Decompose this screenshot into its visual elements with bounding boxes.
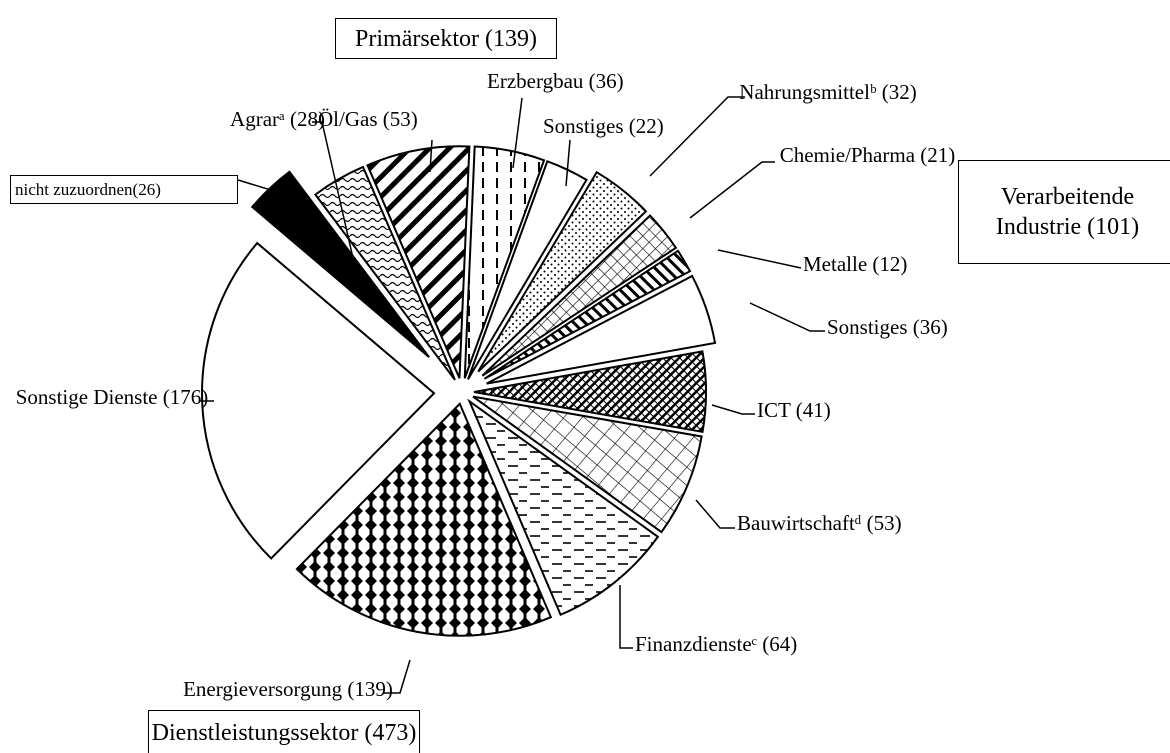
slice-label: Öl/Gas (53): [318, 104, 478, 135]
group-box: Primärsektor (139): [335, 18, 557, 59]
category-name: nicht zuzuordnen: [15, 179, 133, 199]
slice-label: nicht zuzuordnen (26): [10, 175, 238, 204]
leader-line: [312, 121, 359, 281]
slice-label: Sonstiges (36): [827, 312, 987, 343]
slice-label: Energieversorgung (139): [178, 674, 398, 705]
group-value: (139): [485, 25, 537, 52]
pie-slice: [483, 249, 692, 380]
pie-slice: [366, 145, 471, 379]
category-name: Sonstiges: [543, 114, 624, 138]
group-value: (473): [364, 720, 417, 746]
pie-slice: [313, 165, 456, 381]
category-name: Öl/Gas: [318, 107, 378, 131]
value-label: (53): [866, 511, 902, 535]
pie-slice: [472, 395, 703, 534]
group-box: Verarbeitende Industrie (101): [958, 160, 1170, 264]
leader-line: [619, 585, 633, 649]
leader-line: [717, 249, 802, 269]
value-label: (22): [628, 114, 664, 138]
group-name: Primärsektor: [355, 25, 479, 52]
leader-line: [565, 139, 571, 187]
pie-slice: [481, 214, 678, 377]
slice-label: Bauwirtschaftᵈ (53): [737, 508, 957, 539]
leader-line: [429, 139, 433, 173]
leader-line: [689, 161, 775, 219]
leader-line: [237, 179, 285, 195]
value-label: (36): [912, 315, 948, 339]
group-label: Verarbeitende Industrie (101): [967, 182, 1168, 242]
group-label: Dienstleistungssektor (473): [152, 718, 417, 748]
value-label: (53): [382, 107, 418, 131]
pie-slice: [463, 145, 546, 379]
value-label: (64): [762, 632, 798, 656]
group-name: Verarbeitende Industrie: [995, 184, 1135, 240]
leader-line: [649, 96, 745, 177]
slice-label: ICT (41): [757, 395, 877, 426]
slice-label: Metalle (12): [803, 249, 953, 280]
pie-slice: [295, 402, 553, 637]
category-name: Metalle: [803, 252, 868, 276]
leader-line: [711, 404, 755, 415]
value-label: (21): [920, 143, 956, 167]
value-label: (41): [795, 398, 831, 422]
category-name: Bauwirtschaftᵈ: [737, 511, 862, 535]
group-name: Dienstleistungssektor: [151, 720, 359, 746]
group-box: Dienstleistungssektor (473): [148, 710, 420, 753]
slice-label: Agrarᵃ (28): [195, 104, 325, 135]
slice-label: Nahrungsmittelᵇ (32): [728, 77, 928, 108]
pie-slice: [201, 241, 436, 560]
category-name: Energieversorgung: [183, 677, 343, 701]
value-label: (28): [290, 107, 325, 131]
group-label: Primärsektor (139): [355, 24, 537, 54]
category-name: Sonstiges: [827, 315, 908, 339]
pie-slice: [467, 398, 660, 617]
slice-label: Sonstiges (22): [543, 111, 718, 142]
leader-line: [512, 97, 523, 169]
value-label: (36): [588, 69, 624, 93]
value-label: (26): [132, 179, 161, 199]
pie-slice: [250, 170, 430, 358]
slice-label: Finanzdiensteᶜ (64): [635, 629, 855, 660]
value-label: (12): [872, 252, 908, 276]
slice-label: Erzbergbau (36): [487, 66, 667, 97]
slice-label: Sonstige Dienste (176): [12, 382, 212, 413]
category-name: Nahrungsmittelᵇ: [739, 80, 877, 104]
category-name: Chemie/Pharma: [779, 143, 916, 167]
category-name: Finanzdiensteᶜ: [635, 632, 758, 656]
category-name: ICT: [757, 398, 791, 422]
pie-slice: [486, 274, 717, 385]
leader-line: [695, 499, 735, 529]
group-value: (101): [1087, 214, 1140, 240]
pie-slice: [477, 170, 648, 373]
category-name: Sonstige Dienste: [15, 385, 158, 409]
category-name: Agrarᵃ: [230, 107, 285, 131]
leader-line: [749, 302, 825, 332]
value-label: (139): [347, 677, 393, 701]
pie-slice: [473, 350, 707, 433]
category-name: Erzbergbau: [487, 69, 584, 93]
slice-label: Chemie/Pharma (21): [760, 140, 975, 171]
leader-line: [384, 659, 411, 694]
value-label: (32): [881, 80, 917, 104]
value-label: (176): [162, 385, 209, 409]
